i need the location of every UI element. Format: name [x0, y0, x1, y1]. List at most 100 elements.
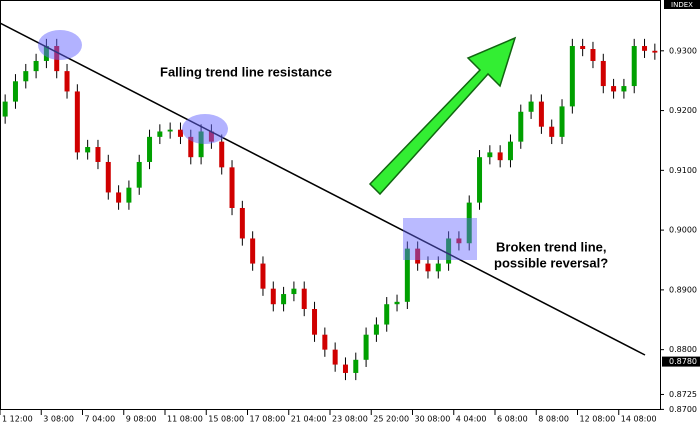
- candle-body: [291, 288, 297, 295]
- candle-body: [569, 46, 575, 107]
- x-tick-label: 14 08:00: [621, 415, 657, 424]
- y-tick-label: 0.9100: [669, 166, 697, 175]
- candle-body: [404, 248, 410, 302]
- candle-body: [219, 141, 225, 168]
- candle-body: [74, 91, 80, 153]
- candle-body: [23, 71, 29, 82]
- candle-body: [239, 207, 245, 239]
- candle-body: [642, 46, 648, 51]
- candle-body: [394, 301, 400, 305]
- current-price-label: 0.8780: [669, 357, 697, 366]
- candle-body: [147, 136, 153, 162]
- candle-body: [559, 106, 565, 137]
- candle-body: [312, 308, 318, 335]
- candle-body: [363, 334, 369, 360]
- x-tick-label: 6 08:00: [497, 415, 528, 424]
- candle-body: [342, 364, 348, 373]
- trend-line: [0, 22, 646, 356]
- touch-ellipse: [38, 30, 82, 60]
- candle-body: [136, 161, 142, 188]
- candle-body: [621, 86, 627, 92]
- candle-body: [353, 359, 359, 373]
- candle-body: [2, 101, 8, 117]
- candle-body: [250, 238, 256, 264]
- x-tick-label: 1 12:00: [2, 415, 33, 424]
- candle-body: [652, 50, 658, 53]
- candle-body: [116, 192, 122, 203]
- candle-body: [466, 202, 472, 244]
- candle-body: [85, 147, 91, 153]
- candle-body: [105, 161, 111, 193]
- candle-body: [456, 238, 462, 244]
- y-tick-label: 0.8700: [669, 405, 697, 414]
- x-tick-label: 23 08:00: [332, 415, 368, 424]
- x-tick-label: 21 04:00: [291, 415, 327, 424]
- y-tick-label: 0.9200: [669, 106, 697, 115]
- plot-frame: [0, 0, 661, 410]
- candle-body: [322, 334, 328, 350]
- candle-body: [33, 60, 39, 72]
- candle-body: [373, 324, 379, 335]
- x-tick-label: 15 08:00: [208, 415, 244, 424]
- candle-body: [157, 131, 163, 137]
- candle-body: [477, 157, 483, 203]
- y-tick-label: 0.8800: [669, 345, 697, 354]
- candle-body: [198, 131, 204, 158]
- y-tick-label: 0.9300: [669, 46, 697, 55]
- candle-body: [425, 263, 431, 272]
- candle-body: [590, 49, 596, 61]
- x-tick-label: 17 08:00: [250, 415, 286, 424]
- axis-label: INDEX: [671, 1, 693, 9]
- candle-body: [12, 81, 18, 102]
- annotation: possible reversal?: [494, 255, 608, 270]
- candle-body: [415, 248, 421, 264]
- current-price-box: [662, 356, 700, 367]
- candle-body: [281, 294, 287, 305]
- touch-ellipse: [182, 114, 228, 144]
- axis-label-box: [664, 0, 700, 9]
- annotation: Falling trend line resistance: [160, 64, 332, 79]
- candle-body: [167, 129, 173, 132]
- candle-body: [301, 288, 307, 309]
- candle-body: [64, 71, 70, 92]
- candle-body: [549, 126, 555, 137]
- candle-body: [332, 349, 338, 365]
- up-arrow: [368, 36, 517, 196]
- candle-body: [384, 304, 390, 325]
- x-tick-label: 8 08:00: [538, 415, 569, 424]
- candle-body: [487, 152, 493, 158]
- candle-body: [538, 101, 544, 127]
- x-tick-label: 12 08:00: [580, 415, 616, 424]
- x-tick-label: 4 04:00: [456, 415, 487, 424]
- x-tick-label: 7 04:00: [85, 415, 116, 424]
- candle-body: [188, 136, 194, 158]
- x-tick-label: 3 08:00: [43, 415, 74, 424]
- y-tick-label: 0.9000: [669, 226, 697, 235]
- candle-body: [260, 263, 266, 289]
- candle-body: [177, 129, 183, 137]
- candle-body: [600, 60, 606, 87]
- candle-body: [611, 86, 617, 92]
- y-tick-label: 0.8725: [669, 390, 697, 399]
- candle-body: [507, 141, 513, 161]
- breakout-box: [403, 218, 477, 260]
- annotation: Broken trend line,: [496, 239, 607, 254]
- candle-body: [631, 46, 637, 87]
- candle-body: [518, 111, 524, 142]
- candles: [2, 38, 658, 381]
- candle-body: [528, 101, 534, 112]
- candle-body: [95, 147, 101, 162]
- candle-body: [126, 187, 132, 203]
- candle-body: [435, 263, 441, 272]
- y-tick-label: 0.8900: [669, 285, 697, 294]
- candle-body: [270, 288, 276, 305]
- candle-body: [229, 167, 235, 208]
- x-tick-label: 25 20:00: [373, 415, 409, 424]
- x-tick-label: 9 08:00: [126, 415, 157, 424]
- x-tick-label: 30 08:00: [415, 415, 451, 424]
- candle-body: [446, 238, 452, 264]
- x-tick-label: 11 08:00: [167, 415, 203, 424]
- candle-body: [497, 152, 503, 161]
- candle-body: [580, 46, 586, 50]
